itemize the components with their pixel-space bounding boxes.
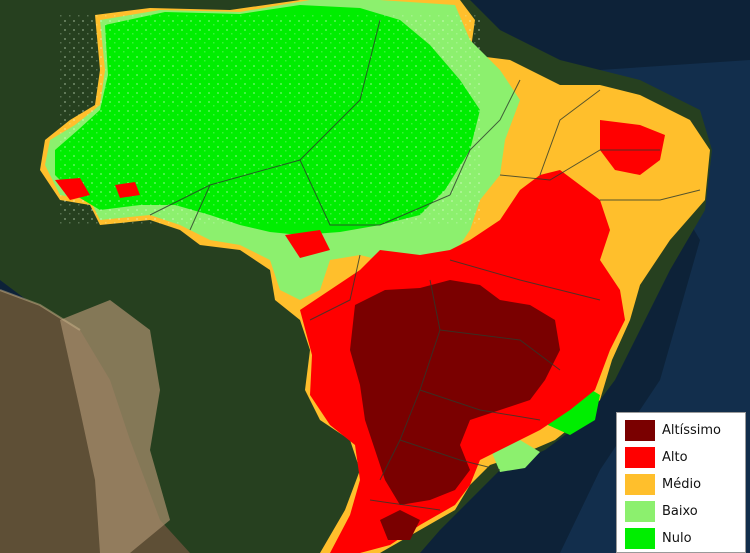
legend-item-alto: Alto xyxy=(625,444,741,471)
coast-highlight xyxy=(0,289,81,331)
legend-item-altissimo: Altíssimo xyxy=(625,417,741,444)
region-alto-acre-2 xyxy=(115,182,140,198)
legend-label: Alto xyxy=(662,450,688,465)
legend-item-nulo: Nulo xyxy=(625,525,741,552)
region-altissimo-south xyxy=(380,510,420,540)
legend: Altíssimo Alto Médio Baixo Nulo xyxy=(616,412,746,553)
legend-swatch xyxy=(625,528,655,549)
region-alto-rondonia xyxy=(285,230,330,258)
legend-label: Nulo xyxy=(662,531,692,546)
legend-label: Baixo xyxy=(662,504,698,519)
region-altissimo xyxy=(350,280,560,505)
legend-item-baixo: Baixo xyxy=(625,498,741,525)
state-borders xyxy=(149,19,701,511)
legend-label: Médio xyxy=(662,477,702,492)
legend-label: Altíssimo xyxy=(662,423,721,438)
legend-swatch xyxy=(625,420,655,441)
legend-swatch xyxy=(625,474,655,495)
region-alto-northeast xyxy=(600,120,665,175)
region-alto-acre xyxy=(55,178,90,200)
legend-item-medio: Médio xyxy=(625,471,741,498)
andes-land xyxy=(60,300,170,553)
legend-swatch xyxy=(625,447,655,468)
legend-swatch xyxy=(625,501,655,522)
